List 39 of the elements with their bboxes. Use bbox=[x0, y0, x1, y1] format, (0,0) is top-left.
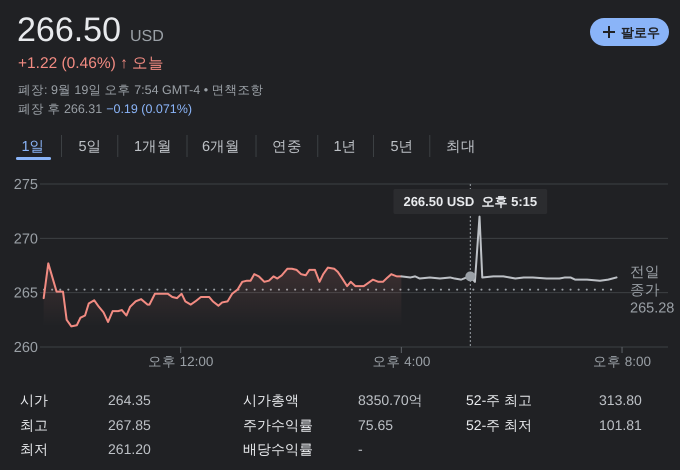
text: 최고 bbox=[20, 417, 48, 433]
text: 6개월 bbox=[202, 139, 240, 155]
text: 연중 bbox=[272, 139, 302, 155]
text: 폐장 후 266.31 bbox=[18, 102, 102, 116]
text: 시가총액 bbox=[243, 392, 299, 408]
x-tick-label: 오후 12:00 bbox=[148, 354, 214, 369]
y-tick-label: 270 bbox=[14, 231, 38, 248]
y-tick-label: 265 bbox=[14, 286, 38, 302]
text: −0.19 (0.071%) bbox=[106, 102, 192, 116]
text: 264.35 bbox=[108, 392, 152, 408]
text: 75.65 bbox=[358, 417, 394, 433]
text: 배당수익률 bbox=[243, 441, 313, 457]
ref-line-label: 전일 종가 265.28 bbox=[630, 264, 674, 317]
chart-subtitle: +1.22 (0.46%) ↑ 오늘 bbox=[18, 55, 164, 72]
y-tick-label: 275 bbox=[14, 177, 38, 193]
text: 1년 bbox=[333, 139, 357, 155]
text: 52-주 최저 bbox=[466, 417, 532, 433]
x-tick-label: 오후 8:00 bbox=[593, 354, 652, 369]
text: 5년 bbox=[390, 139, 414, 155]
text: 1일 bbox=[21, 139, 45, 155]
text: 261.20 bbox=[108, 441, 152, 457]
text: 101.81 bbox=[599, 417, 642, 433]
x-tick-label: 오후 4:00 bbox=[372, 354, 430, 369]
y-tick-label: 260 bbox=[14, 340, 38, 356]
text: 8350.70억 bbox=[358, 392, 423, 408]
text: 폐장: 9월 19일 오후 7:54 GMT-4 • 면책조항 bbox=[18, 83, 264, 97]
text: 267.85 bbox=[108, 417, 152, 433]
text: 시가 bbox=[20, 392, 48, 408]
chart-title: 266.50 USD bbox=[17, 11, 164, 49]
annotation: 266.50 USD 오후 5:15 bbox=[403, 194, 538, 209]
text: 최대 bbox=[446, 139, 476, 155]
text: 313.80 bbox=[599, 392, 642, 408]
text: 52-주 최고 bbox=[466, 392, 532, 408]
text: 주가수익률 bbox=[243, 417, 313, 433]
text: 5일 bbox=[78, 139, 102, 155]
text: 1개월 bbox=[134, 139, 172, 155]
text: 최저 bbox=[20, 441, 48, 457]
text: 팔로우 bbox=[621, 25, 660, 40]
text: - bbox=[358, 441, 363, 457]
